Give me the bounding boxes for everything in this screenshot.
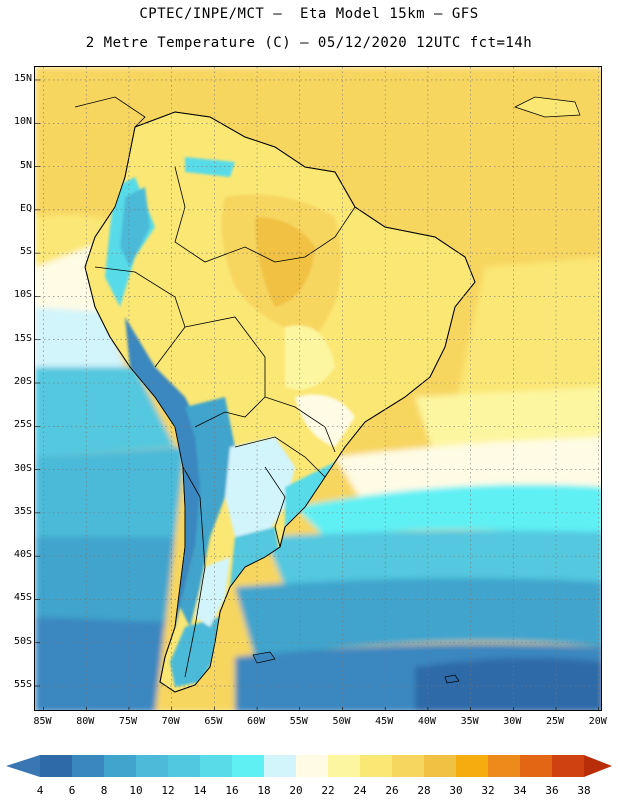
- latitude-label: 15N: [13, 72, 32, 84]
- longitude-label: 40W: [417, 716, 436, 727]
- longitude-label: 85W: [33, 716, 52, 727]
- longitude-label: 30W: [503, 716, 522, 727]
- temperature-map: [34, 66, 602, 711]
- legend-label: 12: [161, 784, 175, 797]
- color-legend: [6, 755, 612, 777]
- latitude-label: 40S: [13, 549, 32, 561]
- longitude-label: 20W: [588, 716, 607, 727]
- legend-color-cell: [200, 755, 232, 777]
- islands: [252, 96, 581, 684]
- legend-label: 32: [481, 784, 495, 797]
- latitude-label: 5N: [19, 159, 32, 171]
- longitude-label: 80W: [76, 716, 95, 727]
- legend-label: 22: [321, 784, 335, 797]
- longitude-label: 50W: [332, 716, 351, 727]
- latitude-label: EQ: [19, 202, 32, 214]
- legend-color-cell: [40, 755, 72, 777]
- legend-color-cell: [424, 755, 456, 777]
- legend-color-cell: [392, 755, 424, 777]
- legend-color-cell: [264, 755, 296, 777]
- legend-label: 36: [545, 784, 559, 797]
- map-subtitle: 2 Metre Temperature (C) – 05/12/2020 12U…: [85, 35, 533, 51]
- longitude-label: 35W: [460, 716, 479, 727]
- longitude-label: 70W: [161, 716, 180, 727]
- legend-color-cell: [360, 755, 392, 777]
- legend-color-cell: [296, 755, 328, 777]
- legend-label: 14: [193, 784, 207, 797]
- legend-color-cell: [72, 755, 104, 777]
- legend-color-cell: [488, 755, 520, 777]
- legend-color-cell: [520, 755, 552, 777]
- latitude-label: 15S: [13, 332, 32, 344]
- legend-label: 26: [385, 784, 399, 797]
- legend-max-arrow: [584, 755, 612, 777]
- longitude-label: 60W: [247, 716, 266, 727]
- longitude-label: 75W: [118, 716, 137, 727]
- latitude-label: 30S: [13, 462, 32, 474]
- legend-label: 18: [257, 784, 271, 797]
- latitude-label: 10N: [13, 116, 32, 128]
- latitude-label: 55S: [13, 679, 32, 691]
- legend-min-arrow: [6, 755, 40, 777]
- latitude-label: 50S: [13, 635, 32, 647]
- longitude-label: 45W: [375, 716, 394, 727]
- latitude-label: 20S: [13, 376, 32, 387]
- latitude-label: 10S: [13, 289, 32, 301]
- map-canvas: [35, 67, 601, 710]
- graticule: [35, 67, 601, 710]
- legend-label: 8: [100, 784, 108, 797]
- legend-label: 20: [289, 784, 303, 797]
- legend-label: 34: [513, 784, 527, 797]
- latitude-label: 25S: [13, 419, 32, 431]
- longitude-label: 65W: [204, 716, 223, 727]
- legend-color-cell: [232, 755, 264, 777]
- country-borders: [74, 96, 476, 693]
- legend-color-cell: [104, 755, 136, 777]
- legend-color-cell: [552, 755, 584, 777]
- legend-label: 30: [449, 784, 463, 797]
- legend-label: 16: [225, 784, 239, 797]
- legend-label: 38: [577, 784, 591, 797]
- latitude-label: 5S: [19, 246, 32, 258]
- legend-color-cell: [168, 755, 200, 777]
- latitude-label: 45S: [13, 592, 32, 604]
- legend-label: 28: [417, 784, 431, 797]
- legend-label: 24: [353, 784, 367, 797]
- legend-label: 4: [36, 784, 44, 797]
- legend-color-cell: [136, 755, 168, 777]
- map-title: CPTEC/INPE/MCT – Eta Model 15km – GFS: [139, 6, 479, 22]
- longitude-label: 55W: [289, 716, 308, 727]
- legend-color-cell: [456, 755, 488, 777]
- legend-color-cell: [328, 755, 360, 777]
- legend-label: 6: [68, 784, 76, 797]
- legend-label: 10: [129, 784, 143, 797]
- longitude-label: 25W: [545, 716, 565, 727]
- latitude-label: 35S: [13, 505, 32, 517]
